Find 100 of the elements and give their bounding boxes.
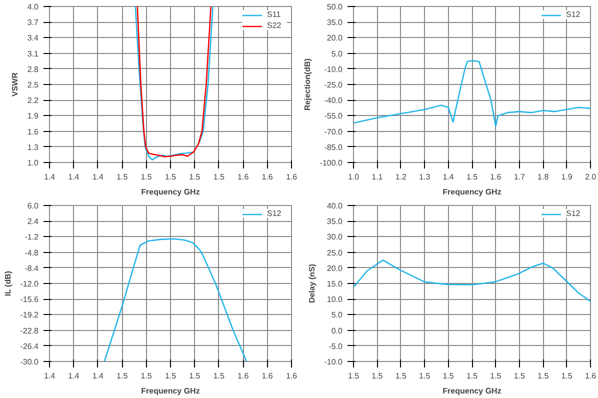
x-tick-label: 1.5	[538, 372, 550, 380]
x-tick-label: 1.6	[584, 372, 597, 380]
legend-label: S22	[267, 21, 282, 30]
legend-label: S12	[267, 209, 282, 218]
x-tick-label: 1.6	[262, 372, 274, 380]
x-tick-label: 1.9	[561, 172, 573, 182]
y-tick-label: 3.7	[27, 18, 40, 28]
x-tick-label: 1.5	[466, 172, 478, 182]
x-axis-title: Frequency GHz	[442, 386, 502, 396]
x-tick-label: 1.4	[92, 372, 104, 380]
y-axis-title: Delay (nS)	[307, 264, 316, 304]
y-tick-label: 4.0	[27, 2, 40, 12]
y-axis-title: Rejection(dB)	[302, 58, 312, 110]
x-tick-label: 1.6	[286, 172, 298, 182]
y-tick-label: -15.6	[20, 295, 40, 304]
x-tick-label: 1.6	[490, 172, 502, 182]
y-tick-label: 50.0	[326, 2, 344, 12]
y-tick-label: -100.0	[320, 158, 344, 168]
legend-label: S12	[566, 10, 582, 19]
x-tick-label: 1.0	[348, 172, 360, 182]
y-axis-title: IL (dB)	[3, 270, 12, 296]
y-tick-label: 2.4	[27, 217, 40, 226]
y-tick-label: -30.0	[20, 358, 40, 366]
y-tick-label: -12.0	[20, 280, 40, 288]
x-tick-label: 2.0	[584, 172, 597, 182]
y-tick-label: -10.0	[324, 64, 344, 74]
y-tick-label: -8.4	[24, 264, 40, 273]
x-tick-label: 1.2	[395, 172, 408, 182]
x-tick-label: 1.5	[213, 172, 226, 182]
y-tick-label: 6.0	[27, 202, 40, 210]
y-tick-label: 1.3	[27, 142, 40, 152]
x-tick-label: 1.4	[68, 372, 80, 380]
x-tick-label: 1.1	[372, 172, 384, 182]
x-tick-label: 1.5	[514, 372, 526, 380]
y-tick-label: -4.8	[24, 248, 40, 258]
y-tick-label: 2.8	[27, 64, 40, 74]
legend-label: S11	[267, 10, 282, 19]
y-tick-label: 40.0	[326, 202, 344, 210]
x-tick-label: 1.4	[44, 172, 56, 182]
y-tick-label: -55.0	[324, 112, 344, 121]
y-tick-label: -70.0	[324, 127, 344, 136]
y-tick-label: -5.0	[328, 342, 344, 351]
x-axis-title: Frequency GHz	[442, 188, 502, 196]
x-tick-label: 1.5	[561, 372, 573, 380]
x-tick-label: 1.5	[372, 372, 384, 380]
y-tick-label: 3.4	[27, 34, 40, 43]
y-tick-label: 1.0	[27, 158, 40, 168]
x-tick-label: 1.5	[189, 372, 201, 380]
y-tick-label: 35.0	[326, 18, 344, 28]
y-tick-label: 1.6	[27, 127, 40, 136]
x-tick-label: 1.5	[140, 172, 152, 182]
y-tick-label: 0.0	[331, 326, 344, 336]
y-tick-label: 2.5	[27, 80, 40, 90]
y-tick-label: 15.0	[326, 280, 344, 288]
x-tick-label: 1.4	[44, 372, 56, 380]
y-tick-label: -1.2	[24, 232, 40, 242]
y-tick-label: 3.1	[27, 49, 40, 58]
y-tick-label: -10.0	[324, 358, 344, 366]
x-tick-label: 1.5	[189, 172, 201, 182]
y-tick-label: -40.0	[324, 96, 344, 106]
x-tick-label: 1.6	[238, 372, 250, 380]
x-tick-label: 1.5	[442, 372, 454, 380]
x-tick-label: 1.5	[395, 372, 408, 380]
x-tick-label: 1.4	[92, 172, 104, 182]
y-tick-label: 30.0	[326, 232, 344, 242]
y-tick-label: 5.0	[331, 310, 344, 320]
y-tick-label: 20.0	[326, 34, 344, 43]
y-tick-label: -19.2	[20, 310, 40, 320]
x-tick-label: 1.5	[419, 372, 431, 380]
x-tick-label: 1.5	[490, 372, 502, 380]
y-tick-label: -26.4	[20, 342, 40, 351]
y-tick-label: 5.0	[331, 49, 344, 58]
x-tick-label: 1.6	[238, 172, 250, 182]
x-tick-label: 1.5	[140, 372, 152, 380]
y-tick-label: 10.0	[326, 295, 344, 304]
y-tick-label: 25.0	[326, 248, 344, 258]
x-tick-label: 1.6	[286, 372, 298, 380]
x-tick-label: 1.5	[116, 372, 128, 380]
x-tick-label: 1.4	[442, 172, 454, 182]
x-tick-label: 1.6	[262, 172, 274, 182]
y-axis-title: VSWR	[10, 72, 20, 96]
y-tick-label: 2.2	[27, 96, 40, 106]
y-tick-label: -85.0	[324, 142, 344, 152]
x-tick-label: 1.5	[213, 372, 226, 380]
x-tick-label: 1.4	[68, 172, 80, 182]
y-tick-label: 1.9	[27, 112, 40, 121]
x-tick-label: 1.8	[538, 172, 550, 182]
y-tick-label: 20.0	[326, 264, 344, 273]
x-tick-label: 1.3	[419, 172, 431, 182]
x-tick-label: 1.5	[164, 172, 177, 182]
x-axis-title: Frequency GHz	[141, 188, 200, 196]
x-tick-label: 1.5	[116, 172, 128, 182]
x-tick-label: 1.5	[164, 372, 177, 380]
y-tick-label: 35.0	[326, 217, 344, 226]
x-axis-title: Frequency GHz	[141, 386, 200, 396]
y-tick-label: -25.0	[324, 80, 344, 90]
legend-label: S12	[566, 209, 582, 218]
x-tick-label: 1.7	[514, 172, 526, 182]
y-tick-label: -22.8	[20, 326, 40, 336]
x-tick-label: 1.5	[348, 372, 360, 380]
